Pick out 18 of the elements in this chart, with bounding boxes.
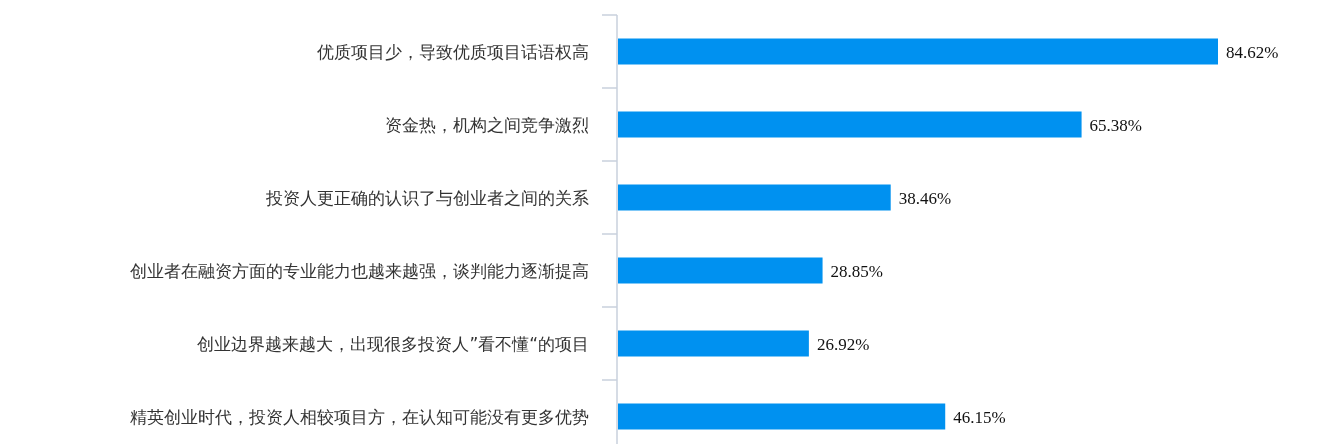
data-label: 65.38%	[1089, 115, 1142, 135]
y-tick-label: 优质项目少，导致优质项目话语权高	[317, 41, 589, 62]
y-tick-label: 创业边界越来越大，出现很多投资人”看不懂“的项目	[197, 333, 589, 354]
y-tick-label: 创业者在融资方面的专业能力也越来越强，谈判能力逐渐提高	[130, 260, 589, 281]
data-label: 46.15%	[953, 407, 1006, 427]
y-tick-label: 资金热，机构之间竞争激烈	[385, 114, 589, 135]
bar	[618, 403, 946, 430]
bar	[618, 330, 809, 357]
bar	[618, 111, 1082, 138]
bar	[618, 257, 823, 284]
data-label: 84.62%	[1226, 42, 1279, 62]
bar	[618, 38, 1218, 65]
data-label: 28.85%	[830, 261, 883, 281]
data-label: 38.46%	[898, 188, 952, 208]
y-tick-label: 精英创业时代，投资人相较项目方，在认知可能没有更多优势	[130, 406, 589, 427]
y-tick-label: 投资人更正确的认识了与创业者之间的关系	[265, 187, 589, 208]
data-label: 26.92%	[816, 334, 870, 354]
bar	[618, 184, 891, 211]
